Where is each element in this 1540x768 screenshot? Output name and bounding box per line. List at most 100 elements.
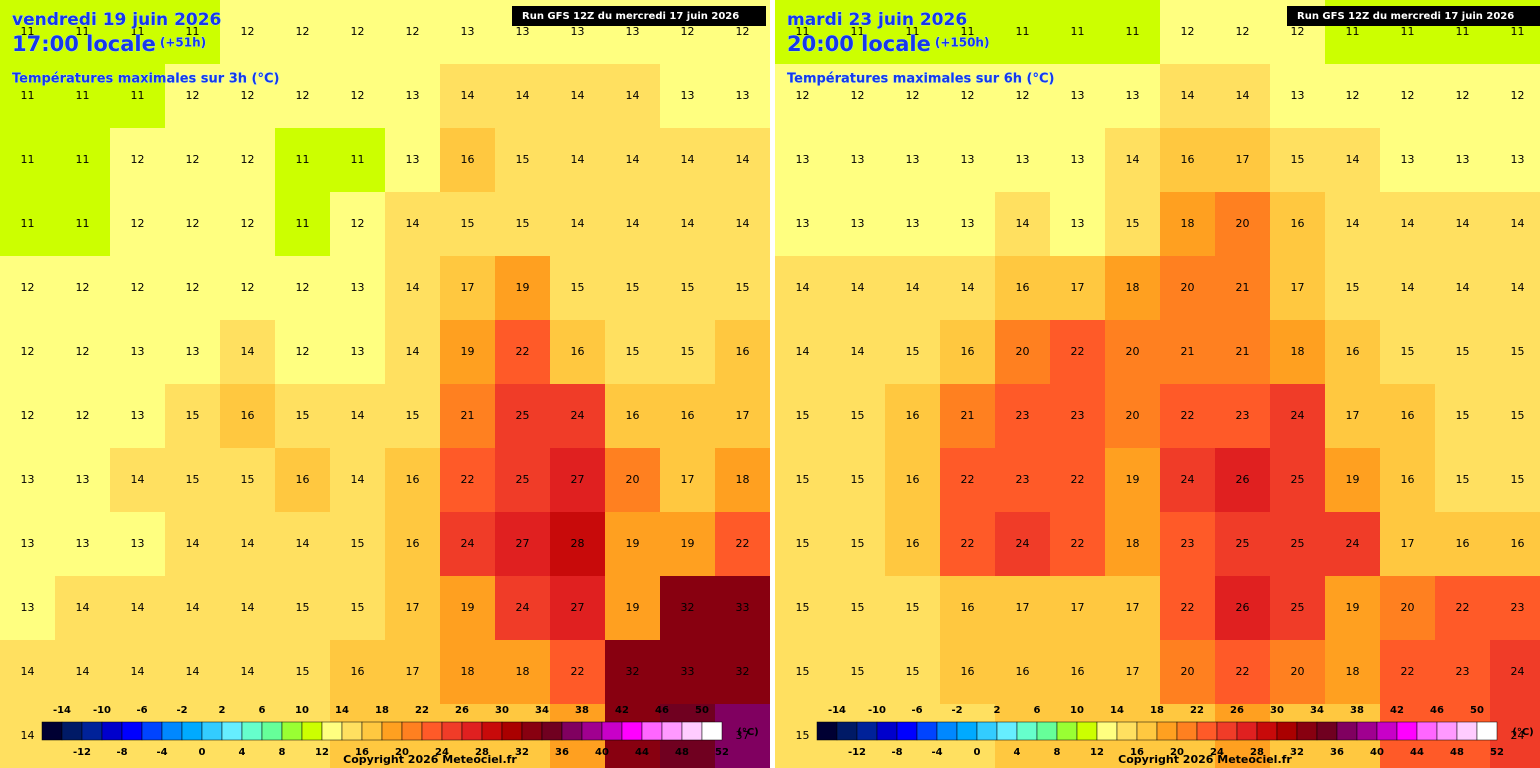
temperature-cell — [660, 384, 716, 449]
scale-box — [916, 721, 938, 741]
temperature-cell — [1050, 384, 1106, 449]
temperature-cell — [1215, 0, 1271, 65]
temperature-cell — [165, 320, 221, 385]
temperature-cell — [550, 640, 606, 705]
temperature-cell — [995, 640, 1051, 705]
temperature-value: 22 — [1456, 601, 1470, 614]
temperature-value: 13 — [351, 281, 365, 294]
temperature-cell — [1325, 640, 1381, 705]
scale-label: 44 — [635, 747, 649, 758]
temperature-cell — [830, 320, 886, 385]
temperature-value: 14 — [1181, 89, 1195, 102]
temperature-value: 15 — [1456, 409, 1470, 422]
temperature-value: 14 — [241, 601, 255, 614]
temperature-value: 16 — [1401, 409, 1415, 422]
temperature-cell — [830, 384, 886, 449]
temperature-cell — [885, 128, 941, 193]
temperature-value: 26 — [1236, 473, 1250, 486]
temperature-value: 14 — [1456, 281, 1470, 294]
scale-label: 6 — [259, 705, 266, 716]
temperature-value: 12 — [961, 89, 975, 102]
temperature-value: 13 — [1016, 153, 1030, 166]
temperature-cell — [995, 320, 1051, 385]
scale-box — [1396, 721, 1418, 741]
scale-box — [816, 721, 838, 741]
temperature-cell — [995, 64, 1051, 129]
scale-box — [1256, 721, 1278, 741]
temperature-value: 23 — [1511, 601, 1525, 614]
temperature-value: 21 — [961, 409, 975, 422]
temperature-cell — [940, 256, 996, 321]
temperature-value: 24 — [1016, 537, 1030, 550]
temperature-cell — [1050, 128, 1106, 193]
scale-label: 42 — [1390, 705, 1404, 716]
temperature-value: 19 — [1346, 473, 1360, 486]
temperature-cell — [885, 320, 941, 385]
scale-label: -10 — [93, 705, 111, 716]
temperature-cell — [775, 0, 831, 65]
temperature-cell — [550, 128, 606, 193]
temperature-cell — [1490, 192, 1540, 257]
temperature-value: 32 — [626, 665, 640, 678]
temperature-value: 16 — [1016, 281, 1030, 294]
temperature-cell — [220, 320, 276, 385]
temperature-cell — [110, 512, 166, 577]
scale-label: 24 — [1210, 747, 1224, 758]
temperature-cell — [605, 128, 661, 193]
temperature-value: 19 — [461, 345, 475, 358]
temperature-value: 14 — [851, 345, 865, 358]
temperature-cell — [330, 576, 386, 641]
temperature-cell — [605, 576, 661, 641]
temperature-cell — [605, 512, 661, 577]
temperature-cell — [885, 384, 941, 449]
temperature-cell — [1105, 64, 1161, 129]
scale-box — [701, 721, 723, 741]
temperature-value: 20 — [1126, 345, 1140, 358]
scale-label: -2 — [176, 705, 187, 716]
temperature-cell — [1050, 512, 1106, 577]
temperature-value: 14 — [681, 217, 695, 230]
temperature-cell — [1160, 448, 1216, 513]
temperature-cell — [885, 0, 941, 65]
scale-box — [261, 721, 283, 741]
temperature-value: 16 — [571, 345, 585, 358]
scale-box — [1056, 721, 1078, 741]
temperature-cell — [385, 448, 441, 513]
temperature-value: 15 — [461, 217, 475, 230]
temperature-value: 21 — [461, 409, 475, 422]
temperature-cell — [1490, 128, 1540, 193]
temperature-cell — [495, 640, 551, 705]
temperature-cell — [275, 448, 331, 513]
scale-box — [1376, 721, 1398, 741]
scale-label: 48 — [1450, 747, 1464, 758]
temperature-value: 24 — [1346, 537, 1360, 550]
temperature-value: 14 — [1346, 217, 1360, 230]
temperature-cell — [1435, 192, 1491, 257]
temperature-value: 16 — [1291, 217, 1305, 230]
scale-label: 50 — [695, 705, 709, 716]
temperature-value: 14 — [736, 153, 750, 166]
scale-box — [1476, 721, 1498, 741]
temperature-cell — [385, 64, 441, 129]
temperature-cell — [995, 512, 1051, 577]
scale-label: 20 — [395, 747, 409, 758]
temperature-cell — [830, 576, 886, 641]
temperature-cell — [1435, 384, 1491, 449]
temperature-value: 15 — [571, 281, 585, 294]
temperature-value: 13 — [1291, 89, 1305, 102]
temperature-value: 11 — [76, 217, 90, 230]
scale-box — [541, 721, 563, 741]
temperature-cell — [550, 320, 606, 385]
temperature-cell — [1490, 256, 1540, 321]
temperature-cell — [440, 448, 496, 513]
temperature-value: 14 — [1016, 217, 1030, 230]
temperature-cell — [0, 576, 56, 641]
temperature-value: 11 — [1401, 25, 1415, 38]
temperature-cell — [440, 576, 496, 641]
temperature-cell — [940, 512, 996, 577]
scale-label: 34 — [535, 705, 549, 716]
scale-label: -10 — [868, 705, 886, 716]
temperature-cell — [110, 192, 166, 257]
scale-label: 34 — [1310, 705, 1324, 716]
scale-box — [1136, 721, 1158, 741]
